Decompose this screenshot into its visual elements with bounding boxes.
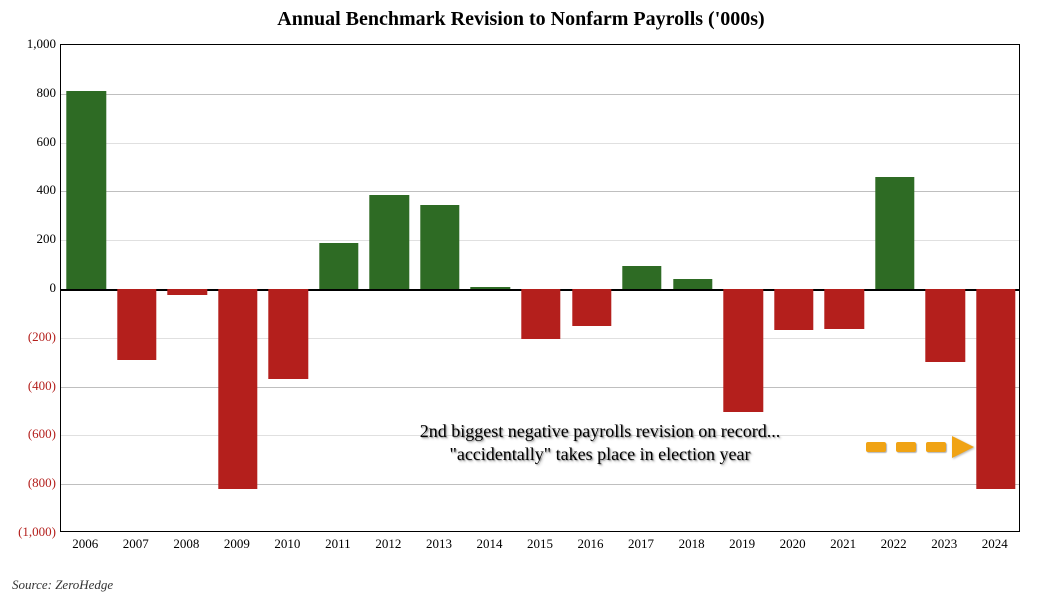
x-axis-tick-label: 2013 — [426, 536, 452, 552]
bar — [824, 289, 863, 329]
y-axis-tick-label: 0 — [50, 280, 57, 296]
x-axis-tick-label: 2018 — [679, 536, 705, 552]
bar — [370, 195, 409, 289]
bar — [420, 205, 459, 289]
chart-container: Annual Benchmark Revision to Nonfarm Pay… — [0, 0, 1042, 599]
annotation-line-1: 2nd biggest negative payrolls revision o… — [420, 420, 780, 443]
x-axis-tick-label: 2024 — [982, 536, 1008, 552]
y-axis-tick-label: (400) — [28, 378, 56, 394]
bar — [976, 289, 1015, 489]
x-axis-tick-label: 2023 — [931, 536, 957, 552]
bar — [471, 287, 510, 289]
bar — [218, 289, 257, 489]
bar — [269, 289, 308, 379]
annotation-arrow-dash — [896, 442, 916, 452]
y-axis-tick-label: (800) — [28, 475, 56, 491]
grid-line — [61, 143, 1019, 144]
x-axis-tick-label: 2012 — [375, 536, 401, 552]
y-axis-tick-label: (600) — [28, 426, 56, 442]
chart-title: Annual Benchmark Revision to Nonfarm Pay… — [0, 8, 1042, 31]
y-axis-tick-label: 600 — [37, 134, 57, 150]
x-axis-tick-label: 2009 — [224, 536, 250, 552]
annotation-arrow-dash — [866, 442, 886, 452]
x-axis-tick-label: 2011 — [325, 536, 351, 552]
x-axis-tick-label: 2019 — [729, 536, 755, 552]
annotation-text: 2nd biggest negative payrolls revision o… — [420, 420, 780, 467]
y-axis-tick-label: (1,000) — [18, 524, 56, 540]
bar — [723, 289, 762, 412]
x-axis-tick-label: 2008 — [173, 536, 199, 552]
bar — [117, 289, 156, 360]
x-axis-tick-label: 2010 — [274, 536, 300, 552]
bar — [521, 289, 560, 339]
grid-line — [61, 94, 1019, 95]
grid-line — [61, 484, 1019, 485]
bar — [622, 266, 661, 289]
x-axis-tick-label: 2006 — [72, 536, 98, 552]
y-axis-tick-label: 400 — [37, 182, 57, 198]
bar — [673, 279, 712, 289]
x-axis-tick-label: 2016 — [578, 536, 604, 552]
x-axis-tick-label: 2020 — [780, 536, 806, 552]
y-axis-tick-label: 800 — [37, 85, 57, 101]
y-axis-tick-label: (200) — [28, 329, 56, 345]
annotation-arrow-head-icon — [952, 436, 974, 458]
annotation-line-2: "accidentally" takes place in election y… — [420, 443, 780, 466]
x-axis-tick-label: 2022 — [881, 536, 907, 552]
bar — [319, 243, 358, 289]
source-attribution: Source: ZeroHedge — [12, 577, 113, 593]
x-axis-tick-label: 2015 — [527, 536, 553, 552]
bar — [572, 289, 611, 326]
y-axis-tick-label: 200 — [37, 231, 57, 247]
bar — [67, 91, 106, 289]
x-axis-tick-label: 2017 — [628, 536, 654, 552]
bar — [774, 289, 813, 330]
x-axis-tick-label: 2021 — [830, 536, 856, 552]
bar — [875, 177, 914, 289]
bar — [168, 289, 207, 295]
y-axis-tick-label: 1,000 — [27, 36, 56, 52]
x-axis-tick-label: 2014 — [476, 536, 502, 552]
annotation-arrow-dash — [926, 442, 946, 452]
bar — [926, 289, 965, 362]
x-axis-tick-label: 2007 — [123, 536, 149, 552]
grid-line — [61, 387, 1019, 388]
